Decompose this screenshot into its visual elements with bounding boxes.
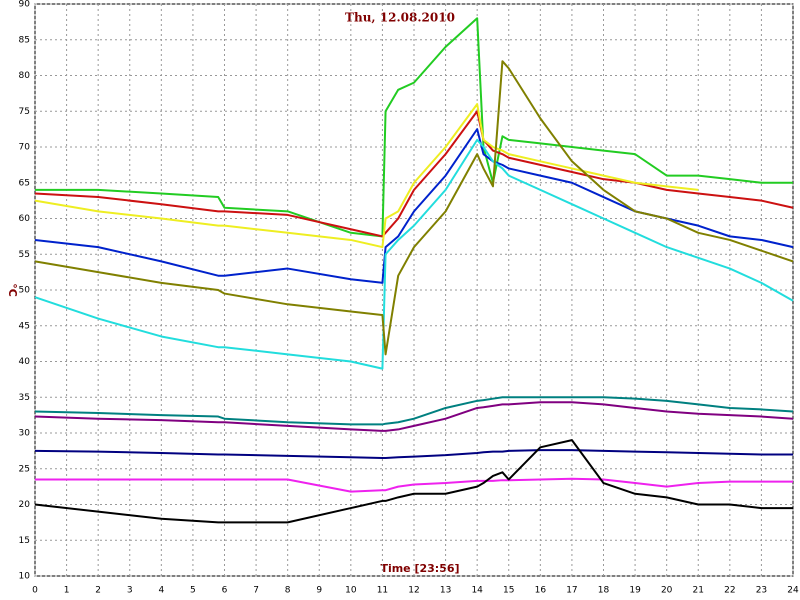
x-axis-label: Time [23:56]: [380, 562, 459, 575]
x-tick-label: 24: [787, 586, 799, 596]
data-line: [35, 477, 793, 493]
y-tick-label: 70: [19, 143, 31, 153]
x-tick-label: 14: [471, 586, 483, 596]
data-line: [34, 60, 794, 356]
y-tick-label: 55: [19, 250, 30, 260]
y-tick-label: 60: [19, 214, 31, 224]
x-tick-label: 22: [724, 586, 735, 596]
x-tick-label: 6: [222, 586, 228, 596]
x-tick-label: 9: [316, 586, 322, 596]
x-tick-label: 11: [377, 586, 388, 596]
y-tick-label: 45: [19, 321, 30, 331]
y-tick-label: 85: [19, 35, 30, 45]
x-tick-label: 1: [64, 586, 70, 596]
y-tick-label: 80: [19, 71, 31, 81]
data-line: [34, 449, 793, 460]
y-tick-label: 15: [19, 536, 30, 546]
x-tick-label: 3: [127, 586, 133, 596]
x-tick-label: 19: [629, 586, 641, 596]
x-tick-label: 17: [566, 586, 577, 596]
x-tick-label: 7: [253, 586, 259, 596]
y-tick-label: 35: [19, 393, 30, 403]
y-tick-label: 30: [19, 429, 31, 439]
x-tick-label: 12: [408, 586, 419, 596]
y-axis-label: °C: [6, 283, 19, 297]
y-tick-label: 25: [19, 464, 30, 474]
data-line: [35, 17, 793, 238]
x-tick-label: 18: [598, 586, 610, 596]
x-tick-label: 13: [440, 586, 451, 596]
y-tick-label: 75: [19, 107, 30, 117]
x-tick-label: 8: [285, 586, 291, 596]
y-tick-label: 20: [19, 500, 31, 510]
x-tick-label: 21: [693, 586, 704, 596]
y-tick-label: 40: [19, 357, 31, 367]
x-tick-label: 5: [190, 586, 196, 596]
y-tick-label: 50: [19, 286, 31, 296]
x-tick-label: 23: [756, 586, 767, 596]
data-line: [34, 439, 793, 524]
x-tick-label: 15: [503, 586, 514, 596]
x-tick-label: 16: [535, 586, 547, 596]
y-tick-label: 90: [19, 0, 31, 10]
chart-title: Thu, 12.08.2010: [345, 11, 455, 25]
y-tick-label: 65: [19, 178, 30, 188]
x-tick-label: 0: [32, 586, 38, 596]
y-tick-label: 10: [19, 572, 31, 582]
data-line: [34, 401, 794, 432]
data-line: [34, 396, 794, 426]
x-tick-label: 10: [345, 586, 357, 596]
x-tick-label: 4: [158, 586, 164, 596]
data-line: [34, 138, 794, 370]
x-tick-label: 2: [95, 586, 101, 596]
x-tick-label: 20: [661, 586, 673, 596]
